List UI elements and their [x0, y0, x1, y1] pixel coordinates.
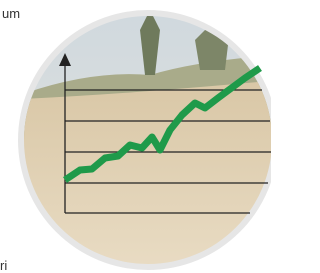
- illustration: um ri: [0, 0, 271, 273]
- page: um ri (() => { const data = JSON.parse(d…: [0, 0, 271, 273]
- field: [0, 80, 271, 273]
- bottom-text: ri: [0, 258, 7, 273]
- top-text: um: [2, 6, 20, 21]
